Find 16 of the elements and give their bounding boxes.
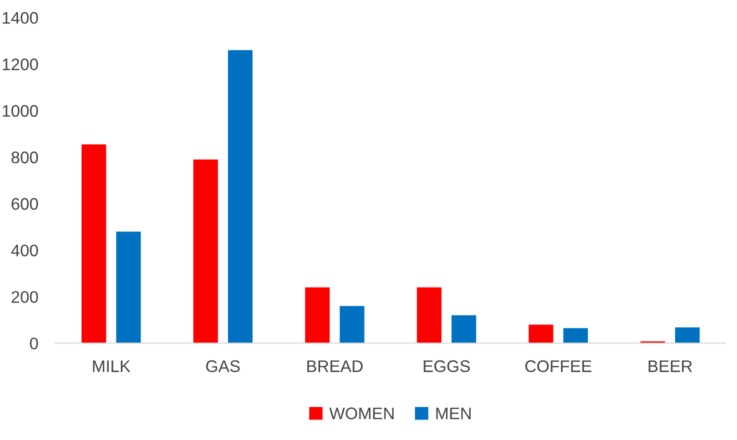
y-tick-label: 400 xyxy=(11,244,38,256)
x-tick-label: BREAD xyxy=(307,360,363,372)
x-tick-label: EGGS xyxy=(424,360,470,372)
y-tick-label: 1000 xyxy=(2,105,38,117)
y-tick-label: 0 xyxy=(30,338,38,350)
y-tick-label: 800 xyxy=(12,152,38,164)
y-tick-label: 1400 xyxy=(2,12,38,24)
y-tick-label: 600 xyxy=(12,198,38,210)
y-tick-label: 1200 xyxy=(2,58,38,70)
y-tick-label: 200 xyxy=(12,291,38,303)
legend-label: WOMEN xyxy=(329,408,394,420)
x-tick-label: GAS xyxy=(206,360,240,372)
x-tick-label: COFFEE xyxy=(525,360,592,372)
x-tick-label: MILK xyxy=(93,360,130,372)
x-tick-label: BEER xyxy=(648,360,692,372)
legend-label: MEN xyxy=(436,408,471,420)
